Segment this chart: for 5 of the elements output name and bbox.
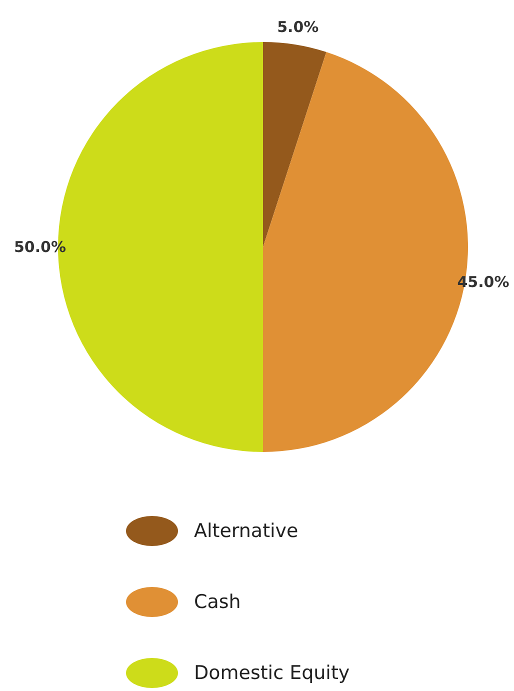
pie-slice [263, 42, 326, 247]
data-label: 5.0% [277, 18, 319, 36]
legend-label: Cash [194, 591, 241, 613]
legend-label: Domestic Equity [194, 662, 350, 684]
legend-label: Alternative [194, 520, 298, 542]
